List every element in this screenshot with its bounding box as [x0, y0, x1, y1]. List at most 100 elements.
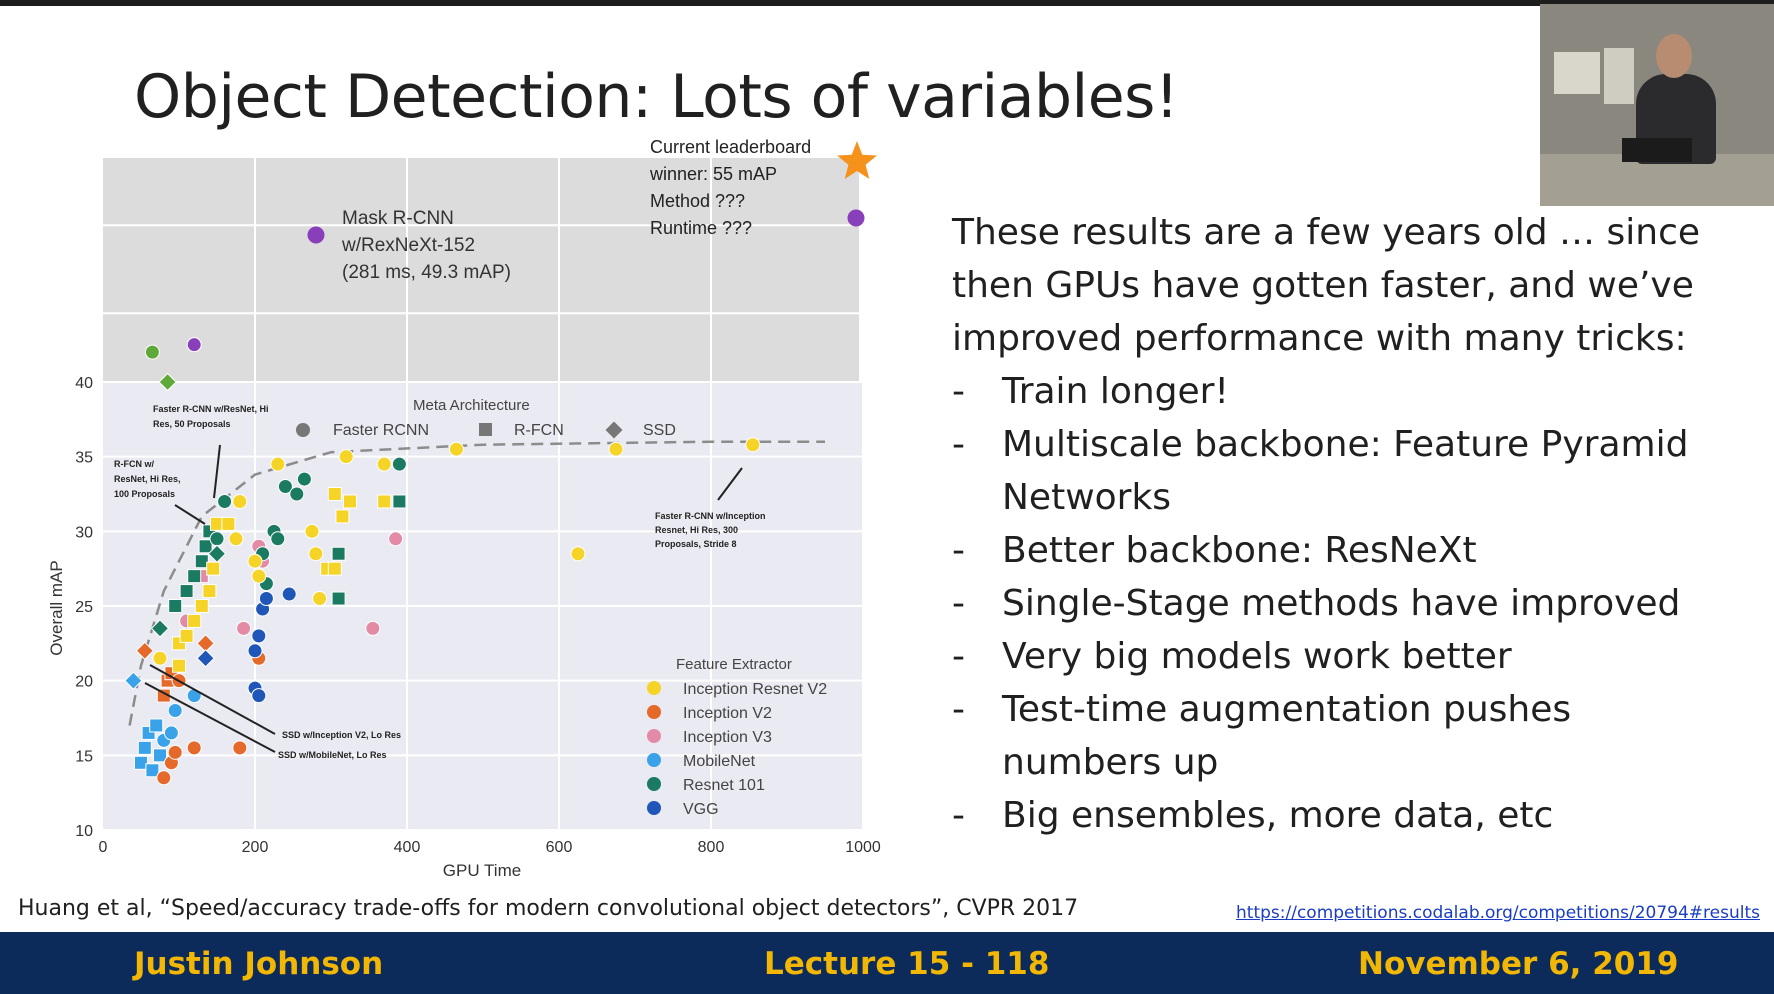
bullet-dash: -	[952, 424, 965, 465]
bullet-text: Single-Stage methods have improved	[1002, 583, 1681, 624]
frcnn-resnet-label-1: Faster R-CNN w/ResNet, Hi	[153, 404, 269, 414]
data-point-r101	[179, 584, 194, 599]
data-point-iv2	[232, 740, 248, 756]
data-point-irv2	[570, 546, 586, 562]
meta-legend-diamond-marker	[605, 421, 623, 439]
webcam-poster-2	[1604, 48, 1634, 104]
y-tick-label: 35	[75, 450, 93, 467]
data-point-r101	[392, 494, 407, 509]
footer-date: November 6, 2019	[1358, 946, 1679, 982]
data-point-r101	[194, 554, 209, 569]
data-point-iv3	[388, 531, 404, 547]
data-point-irv2	[187, 613, 202, 628]
slide-intro-text: These results are a few years old … sinc…	[952, 212, 1701, 359]
rfcn-label-3: 100 Proposals	[114, 489, 175, 499]
data-point-irv2	[327, 561, 342, 576]
x-tick-label: 200	[242, 839, 269, 856]
data-point-irv2	[228, 531, 244, 547]
data-point-r101	[331, 591, 346, 606]
y-axis-label: Overall mAP	[47, 560, 66, 655]
frcnn-resnet-arrow	[213, 444, 221, 499]
data-point-mob	[167, 703, 183, 719]
feature-legend-marker	[647, 729, 661, 743]
data-point-vgg	[247, 643, 263, 659]
bullet-dash: -	[952, 583, 965, 624]
data-point-irv2	[194, 599, 209, 613]
rfcn-arrow	[174, 504, 206, 525]
data-point-r101	[198, 539, 213, 554]
top-border	[0, 0, 1774, 6]
data-point-irv2	[377, 494, 392, 509]
bullet-text: Better backbone: ResNeXt	[1002, 530, 1477, 571]
paper-citation: Huang et al, “Speed/accuracy trade-offs …	[18, 896, 1079, 921]
webcam-poster	[1554, 52, 1600, 94]
data-point-extra	[186, 337, 202, 353]
data-point-mob	[186, 688, 202, 704]
frcnn-resnet-label-2: Res, 50 Proposals	[153, 419, 231, 429]
feature-legend-marker	[647, 777, 661, 791]
ssd-inception-label: SSD w/Inception V2, Lo Res	[282, 730, 401, 740]
data-point-irv2	[247, 553, 263, 569]
feature-legend-label: MobileNet	[683, 753, 756, 770]
x-tick-label: 600	[546, 839, 573, 856]
data-point-vgg	[281, 586, 297, 602]
data-point-extra	[158, 372, 177, 392]
slide-title: Object Detection: Lots of variables!	[134, 62, 1179, 132]
data-point-r101	[168, 599, 183, 613]
frcnn-resnet-annotation: Faster R-CNN w/ResNet, Hi Res, 50 Propos…	[153, 404, 269, 499]
slide-footer: Justin Johnson Lecture 15 - 118 November…	[0, 932, 1774, 994]
data-point-irv2	[232, 493, 248, 509]
y-tick-label: 25	[75, 599, 93, 616]
leaderboard-label-4: Runtime ???	[650, 218, 752, 238]
y-tick-label: 10	[75, 823, 93, 840]
frcnn-inception-label-3: Proposals, Stride 8	[655, 539, 737, 549]
data-point-mob	[145, 763, 160, 778]
rfcn-label-1: R-FCN w/	[114, 459, 154, 469]
feature-legend-marker	[647, 681, 661, 695]
data-point-mob	[124, 671, 143, 690]
meta-legend-circle-marker	[296, 423, 310, 437]
x-tick-label: 800	[698, 839, 725, 856]
data-point-vgg	[251, 628, 267, 644]
x-tick-label: 0	[99, 839, 108, 856]
data-point-irv2	[206, 561, 221, 576]
leaderboard-star-icon	[837, 141, 877, 179]
data-point-r101	[296, 471, 312, 487]
feature-extractor-legend: Feature Extractor Inception Resnet V2 Inc…	[647, 656, 827, 818]
data-point-extra	[144, 344, 160, 360]
data-point-mob	[163, 725, 179, 741]
data-point-irv2	[152, 650, 168, 666]
y-tick-label: 20	[75, 674, 93, 691]
ssd-annotations: SSD w/Inception V2, Lo Res SSD w/MobileN…	[144, 664, 401, 760]
data-point-iv2	[156, 770, 172, 786]
bullet-text: Train longer!	[1002, 371, 1229, 412]
data-point-r101	[187, 569, 202, 584]
meta-legend-title: Meta Architecture	[413, 397, 530, 414]
speaker-head	[1656, 34, 1692, 78]
codalab-results-link[interactable]: https://competitions.codalab.org/competi…	[1236, 903, 1760, 923]
data-point-iv2	[196, 634, 215, 653]
mask-rcnn-label-2: w/RexNeXt-152	[341, 235, 475, 256]
webcam-laptop	[1622, 138, 1692, 162]
bullet-dash: -	[952, 795, 965, 836]
feature-legend-marker	[647, 801, 661, 815]
data-point-irv2	[343, 494, 357, 509]
data-point-irv2	[745, 437, 761, 453]
bullet-text: Multiscale backbone: Feature Pyramid Net…	[1002, 424, 1689, 518]
feature-legend-label: Inception V3	[683, 729, 772, 746]
data-point-irv2	[202, 584, 217, 599]
leaderboard-label-3: Method ???	[650, 191, 745, 211]
feature-legend-label: Inception Resnet V2	[683, 681, 827, 698]
data-point-irv2	[251, 568, 267, 584]
data-point-vgg	[196, 649, 215, 668]
bullet-text: Test-time augmentation pushes numbers up	[1002, 689, 1572, 783]
detector-scatter-chart: 0 200 400 600 800 1000 10 15 20 25 30 35 40 GPU Time…	[47, 137, 881, 880]
mask-rcnn-annotation: Mask R-CNN w/RexNeXt-152 (281 ms, 49.3 m…	[341, 208, 511, 283]
feature-legend-marker	[647, 705, 661, 719]
frcnn-inception-arrow	[717, 467, 743, 501]
pareto-frontier-line	[128, 440, 825, 726]
leaderboard-label-1: Current leaderboard	[650, 137, 811, 157]
speaker-webcam-feed	[1540, 4, 1774, 206]
axis-ticks: 0 200 400 600 800 1000 10 15 20 25 30 35 40	[75, 375, 881, 856]
ssd-inception-arrow	[149, 664, 276, 735]
